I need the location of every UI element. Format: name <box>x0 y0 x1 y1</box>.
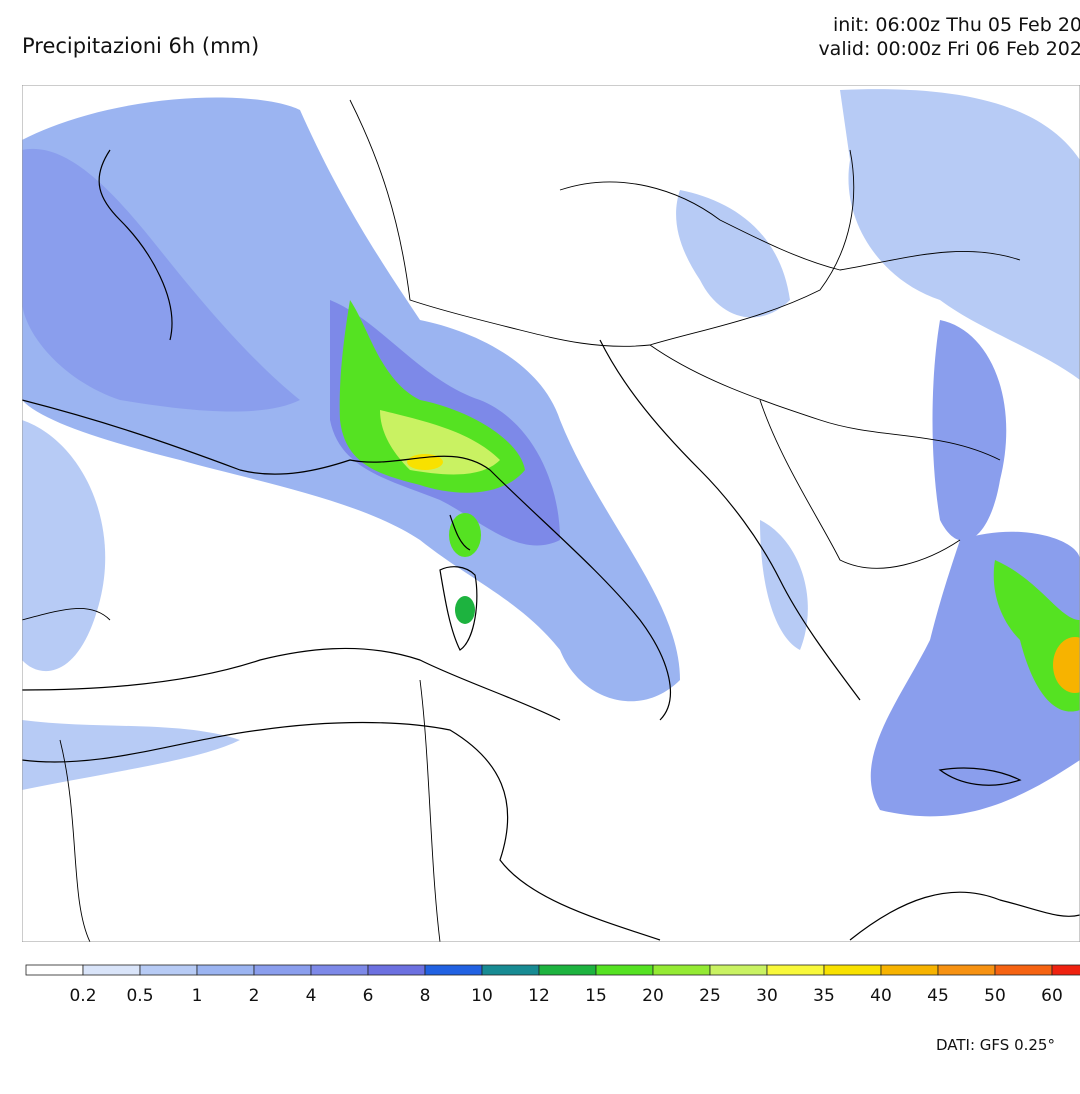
colorbar-box <box>481 964 540 976</box>
colorbar-box <box>823 964 882 976</box>
colorbar-box <box>880 964 939 976</box>
colorbar-box <box>196 964 255 976</box>
map-title: Precipitazioni 6h (mm) <box>22 34 260 58</box>
colorbar-box <box>709 964 768 976</box>
valid-time: valid: 00:00z Fri 06 Feb 202 <box>818 38 1080 60</box>
colorbar-box <box>538 964 597 976</box>
colorbar-label: 10 <box>471 986 493 1006</box>
colorbar-label: 50 <box>984 986 1006 1006</box>
borders <box>22 99 1021 942</box>
colorbar-box <box>766 964 825 976</box>
colorbar-label: 45 <box>927 986 949 1006</box>
colorbar-label: 60 <box>1041 986 1063 1006</box>
colorbar-box <box>25 964 84 976</box>
colorbar-box <box>994 964 1053 976</box>
coastlines <box>22 149 1080 941</box>
colorbar-box <box>937 964 996 976</box>
data-source: DATI: GFS 0.25° <box>936 1036 1055 1054</box>
colorbar-label: 1 <box>192 986 203 1006</box>
colorbar-box <box>82 964 141 976</box>
colorbar-box <box>652 964 711 976</box>
colorbar-box <box>424 964 483 976</box>
colorbar-box <box>595 964 654 976</box>
colorbar-label: 4 <box>306 986 317 1006</box>
colorbar-label: 8 <box>420 986 431 1006</box>
colorbar-box <box>139 964 198 976</box>
colorbar-label: 0.5 <box>126 986 153 1006</box>
colorbar-box <box>1051 964 1080 976</box>
colorbar-label: 6 <box>363 986 374 1006</box>
colorbar-label: 20 <box>642 986 664 1006</box>
colorbar-box <box>367 964 426 976</box>
init-time: init: 06:00z Thu 05 Feb 20 <box>832 14 1080 36</box>
colorbar-label: 25 <box>699 986 721 1006</box>
colorbar-label: 0.2 <box>69 986 96 1006</box>
colorbar-label: 15 <box>585 986 607 1006</box>
precipitation-field <box>22 85 1080 942</box>
colorbar-label: 30 <box>756 986 778 1006</box>
colorbar-label: 35 <box>813 986 835 1006</box>
colorbar-label: 40 <box>870 986 892 1006</box>
colorbar-label: 2 <box>249 986 260 1006</box>
colorbar-label: 12 <box>528 986 550 1006</box>
colorbar: 0.2 0.5 1 2 4 6 8 10 12 15 20 25 30 35 40 45 50 60 <box>25 964 1080 1006</box>
colorbar-box <box>310 964 369 976</box>
colorbar-box <box>253 964 312 976</box>
